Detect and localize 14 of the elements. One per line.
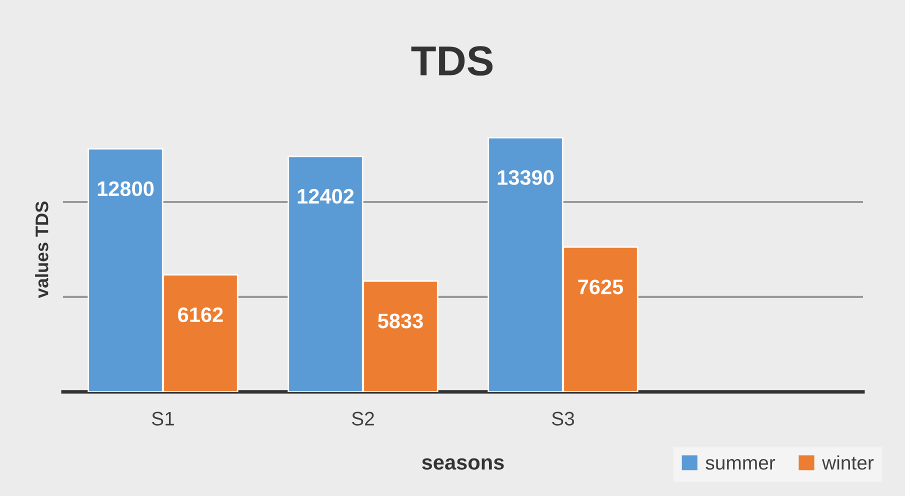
y-axis-title: values TDS [35, 202, 48, 298]
data-label: 6162 [178, 307, 223, 322]
data-label: 7625 [578, 280, 624, 294]
data-label: 13390 [498, 170, 554, 185]
legend-label: winter [822, 455, 874, 470]
chart-title: TDS [411, 46, 493, 76]
x-tick-label: S1 [152, 412, 174, 426]
data-label: 12402 [298, 188, 354, 204]
legend-label: summer [706, 459, 776, 470]
data-label: 12800 [98, 181, 154, 196]
x-axis-title: seasons [422, 458, 504, 470]
x-tick-label: S2 [352, 412, 374, 426]
data-label: 5833 [378, 314, 423, 328]
x-tick-label: S3 [552, 412, 574, 426]
